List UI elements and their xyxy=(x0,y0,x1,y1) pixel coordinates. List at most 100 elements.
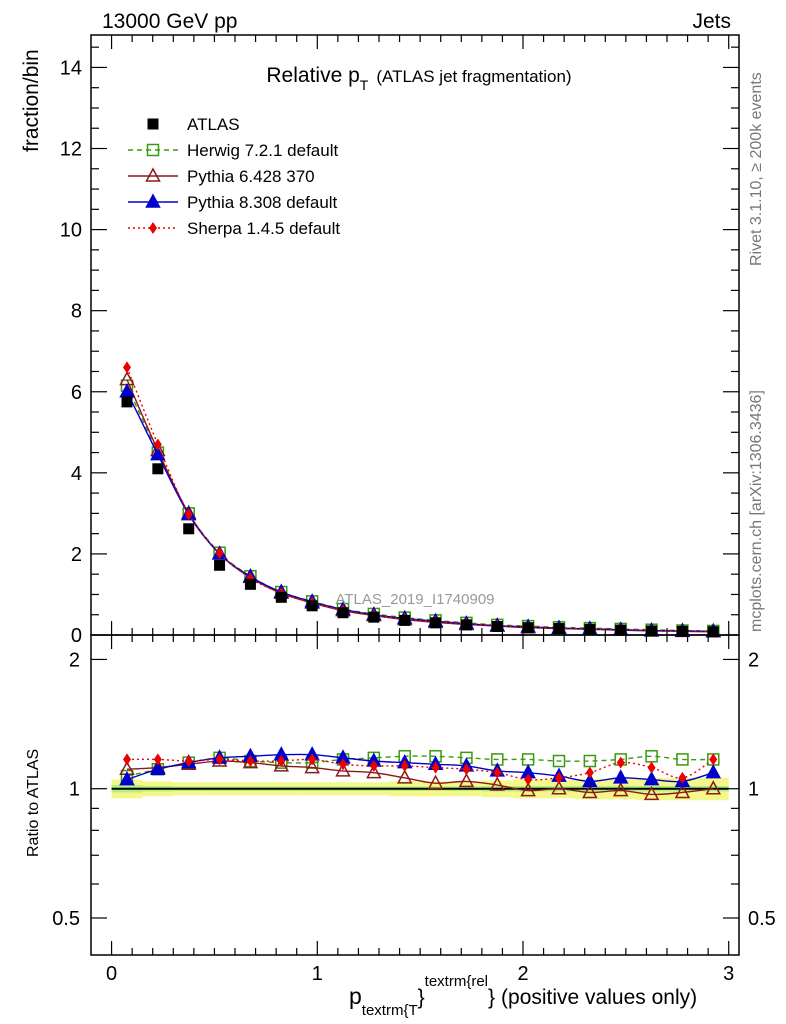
y-tick-label: 2 xyxy=(71,544,82,566)
legend-marker xyxy=(147,118,159,130)
ratio-point xyxy=(705,780,722,795)
ratio-point xyxy=(555,771,563,784)
data-point xyxy=(184,508,193,521)
legend-label: Pythia 6.428 370 xyxy=(187,167,315,186)
xlabel-brace: } xyxy=(418,986,425,1009)
legend: ATLAS Herwig 7.2.1 default Pythia 6.428 37… xyxy=(128,115,340,238)
ratio-point xyxy=(616,756,625,769)
x-tick-label: 3 xyxy=(723,963,734,985)
legend-label: Pythia 8.308 default xyxy=(187,193,338,212)
ratio-point xyxy=(335,762,351,777)
main-panel: 0 2 4 6 8 10 12 14 ATLAS_2019_I1740909 Relative… xyxy=(20,34,740,647)
ratio-point xyxy=(119,771,135,786)
ratio-point xyxy=(582,772,598,788)
ratio-point xyxy=(674,783,691,799)
ratio-series-herwig-7-2-1-default xyxy=(120,750,720,783)
ratio-panel: 0.5 1 2 0.5 1 2 Ratio to ATLAS xyxy=(25,634,776,956)
data-point xyxy=(707,626,719,638)
y-tick-label: 12 xyxy=(60,139,82,161)
legend-label: Sherpa 1.4.5 default xyxy=(187,219,340,238)
data-point xyxy=(152,463,164,475)
legend-marker xyxy=(149,222,157,234)
ratio-point xyxy=(583,754,597,768)
legend-marker xyxy=(145,167,161,182)
ratio-point xyxy=(612,769,629,784)
ratio-y-tick-label: 1 xyxy=(69,779,80,801)
x-axis-label: ptextrm{T}textrm{rel} (positive values on… xyxy=(349,973,697,1019)
ratio-point xyxy=(246,755,255,768)
title-rest: (ATLAS jet fragmentation) xyxy=(376,67,571,86)
header-right: Jets xyxy=(692,10,731,33)
ratio-y-tick-label: 0.5 xyxy=(52,908,80,930)
data-point xyxy=(368,611,380,623)
data-point xyxy=(119,371,135,386)
ratio-y-tick-label: 2 xyxy=(69,649,80,671)
legend-item: Herwig 7.2.1 default xyxy=(128,141,338,160)
data-point xyxy=(430,617,442,629)
xlabel-close: } xyxy=(488,986,495,1009)
ratio-point xyxy=(215,753,224,766)
data-point xyxy=(522,622,534,634)
legend-item: Pythia 6.428 370 xyxy=(128,167,315,186)
ratio-point xyxy=(612,782,629,797)
data-point xyxy=(337,607,349,619)
data-point xyxy=(121,396,133,408)
ratio-point xyxy=(458,772,475,788)
data-point xyxy=(150,446,166,461)
xlabel-p: p xyxy=(349,983,362,1009)
legend-item: Sherpa 1.4.5 default xyxy=(128,219,340,238)
mcplots-label: mcplots.cern.ch [arXiv:1306.3436] xyxy=(748,390,765,632)
ratio-point xyxy=(277,755,286,768)
data-point xyxy=(553,623,565,635)
ratio-point xyxy=(582,783,598,799)
data-point xyxy=(215,547,224,560)
ratio-series-sherpa-1-4-5-default xyxy=(123,753,718,786)
x-tick-label: 1 xyxy=(312,963,323,985)
ratio-y-tick-label-right: 0.5 xyxy=(748,908,776,930)
data-point xyxy=(584,623,596,635)
data-point xyxy=(491,620,503,632)
ratio-point xyxy=(153,753,162,766)
ratio-point xyxy=(462,763,471,776)
title-main: Relative p xyxy=(266,64,359,87)
ratio-point xyxy=(678,771,687,784)
ratio-point xyxy=(427,774,444,789)
ratio-point xyxy=(552,754,566,768)
data-point xyxy=(183,523,195,535)
ratio-point xyxy=(369,759,378,772)
ratio-point xyxy=(676,753,689,766)
ratio-point xyxy=(643,771,660,786)
data-point xyxy=(214,559,226,571)
legend-marker xyxy=(145,193,161,208)
y-tick-label: 4 xyxy=(71,463,82,485)
main-title: Relative pT (ATLAS jet fragmentation) xyxy=(266,64,571,93)
data-point xyxy=(399,614,411,626)
xlabel-rest: (positive values only) xyxy=(501,986,697,1009)
ratio-point xyxy=(520,782,536,797)
data-point xyxy=(123,361,131,374)
data-point xyxy=(676,625,688,637)
legend-item: Pythia 8.308 default xyxy=(128,193,338,212)
data-point xyxy=(306,600,318,612)
rivet-label: Rivet 3.1.10, ≥ 200k events xyxy=(748,72,765,266)
ratio-point xyxy=(647,761,656,774)
ratio-point xyxy=(396,769,413,784)
xlabel-sub: textrm{T xyxy=(362,1002,418,1019)
ratio-point xyxy=(304,759,320,774)
legend-item: ATLAS xyxy=(147,115,240,134)
series-atlas xyxy=(121,396,719,638)
data-point xyxy=(153,438,162,451)
title-sub: T xyxy=(360,77,369,93)
x-tick-label: 0 xyxy=(106,963,117,985)
ratio-frame xyxy=(90,634,740,956)
ratio-point xyxy=(585,766,594,779)
ratio-y-tick-label-right: 1 xyxy=(748,779,759,801)
ratio-point xyxy=(489,776,506,791)
xlabel-sup: textrm{rel xyxy=(425,973,488,990)
legend-label: Herwig 7.2.1 default xyxy=(187,141,338,160)
ratio-point xyxy=(493,766,502,779)
data-point xyxy=(275,591,287,603)
ratio-point xyxy=(123,753,131,766)
data-point xyxy=(646,625,658,637)
